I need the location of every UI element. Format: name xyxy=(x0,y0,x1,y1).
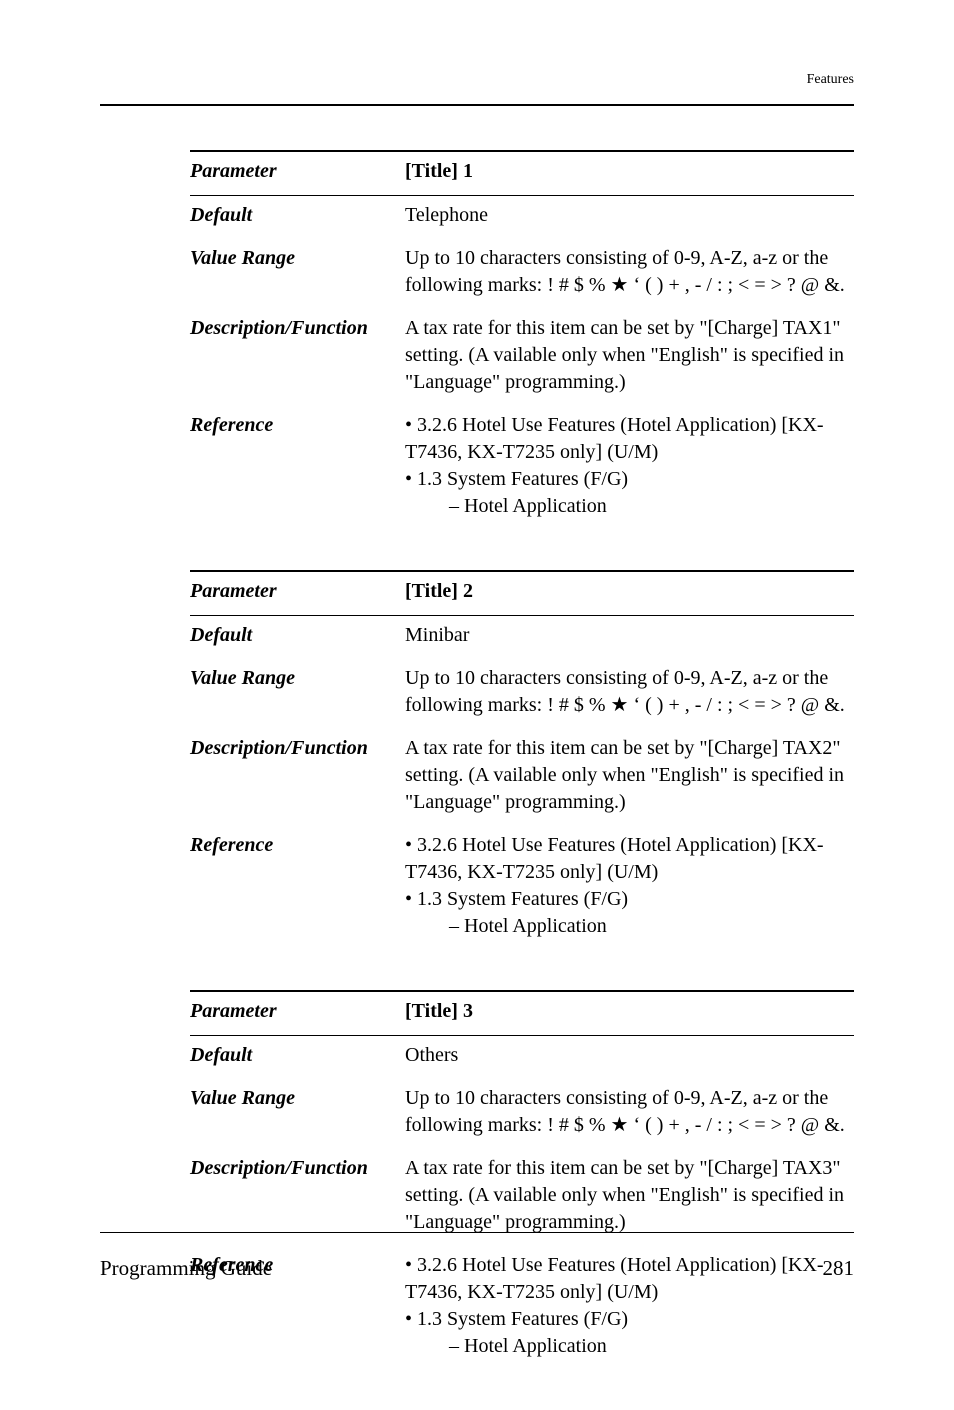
row-value: A tax rate for this item can be set by "… xyxy=(405,735,854,816)
row-label: Description/Function xyxy=(190,735,405,762)
row-label: Default xyxy=(190,622,405,649)
row-value: Up to 10 characters consisting of 0-9, A… xyxy=(405,665,854,719)
row-label: Value Range xyxy=(190,245,405,272)
page: Features Parameter[Title] 1DefaultTeleph… xyxy=(0,0,954,1351)
row-label: Default xyxy=(190,1042,405,1069)
row-label: Parameter xyxy=(190,158,405,185)
definition-row: Description/FunctionA tax rate for this … xyxy=(190,309,854,406)
row-value: [Title] 3 xyxy=(405,998,854,1025)
row-label: Reference xyxy=(190,832,405,859)
row-label: Reference xyxy=(190,412,405,439)
row-value: A tax rate for this item can be set by "… xyxy=(405,1155,854,1236)
row-value: [Title] 1 xyxy=(405,158,854,185)
footer: Programming Guide 281 xyxy=(100,1256,854,1281)
row-label: Default xyxy=(190,202,405,229)
content-area: Parameter[Title] 1DefaultTelephoneValue … xyxy=(190,150,854,1410)
definition-row: Value RangeUp to 10 characters consistin… xyxy=(190,239,854,309)
row-label: Description/Function xyxy=(190,1155,405,1182)
definition-row: Value RangeUp to 10 characters consistin… xyxy=(190,659,854,729)
row-value: • 3.2.6 Hotel Use Features (Hotel Applic… xyxy=(405,412,854,520)
footer-left: Programming Guide xyxy=(100,1256,272,1281)
definition-row: DefaultMinibar xyxy=(190,616,854,659)
row-value: Up to 10 characters consisting of 0-9, A… xyxy=(405,1085,854,1139)
row-value: Minibar xyxy=(405,622,854,649)
definition-row: Parameter[Title] 3 xyxy=(190,992,854,1035)
definition-row: DefaultTelephone xyxy=(190,196,854,239)
row-label: Value Range xyxy=(190,665,405,692)
definition-row: Description/FunctionA tax rate for this … xyxy=(190,729,854,826)
row-value: A tax rate for this item can be set by "… xyxy=(405,315,854,396)
footer-rule xyxy=(100,1232,854,1233)
definition-row: Parameter[Title] 1 xyxy=(190,152,854,195)
definition-row: DefaultOthers xyxy=(190,1036,854,1079)
row-label: Parameter xyxy=(190,578,405,605)
definition-row: Reference• 3.2.6 Hotel Use Features (Hot… xyxy=(190,406,854,530)
header-section-label: Features xyxy=(807,72,854,88)
definition-row: Parameter[Title] 2 xyxy=(190,572,854,615)
row-label: Parameter xyxy=(190,998,405,1025)
footer-page-number: 281 xyxy=(823,1256,855,1281)
row-value: Others xyxy=(405,1042,854,1069)
definition-block: Parameter[Title] 1DefaultTelephoneValue … xyxy=(190,150,854,530)
row-label: Description/Function xyxy=(190,315,405,342)
row-value: • 3.2.6 Hotel Use Features (Hotel Applic… xyxy=(405,832,854,940)
definition-row: Value RangeUp to 10 characters consistin… xyxy=(190,1079,854,1149)
row-value: [Title] 2 xyxy=(405,578,854,605)
definition-block: Parameter[Title] 2DefaultMinibarValue Ra… xyxy=(190,570,854,950)
definition-block: Parameter[Title] 3DefaultOthersValue Ran… xyxy=(190,990,854,1370)
row-label: Value Range xyxy=(190,1085,405,1112)
row-value: Up to 10 characters consisting of 0-9, A… xyxy=(405,245,854,299)
row-value: Telephone xyxy=(405,202,854,229)
header-rule xyxy=(100,104,854,106)
definition-row: Reference• 3.2.6 Hotel Use Features (Hot… xyxy=(190,826,854,950)
